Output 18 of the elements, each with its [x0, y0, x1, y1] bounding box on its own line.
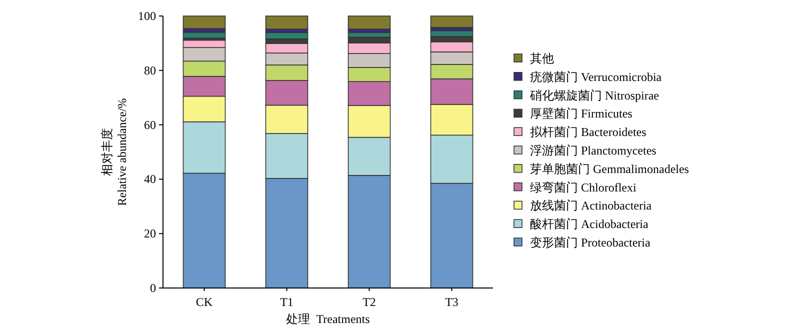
bar — [348, 16, 391, 30]
bar — [265, 16, 308, 30]
y-tick-label: 80 — [144, 63, 156, 78]
legend-label: 其他 — [530, 52, 554, 66]
bar — [430, 16, 474, 28]
y-tick-label: 60 — [144, 118, 156, 132]
x-axis-title: 处理 Treatments — [286, 312, 370, 326]
y-tick-label: 20 — [144, 226, 156, 241]
y-tick-label: 0 — [150, 281, 156, 295]
bar — [182, 16, 226, 29]
x-tick-label: T3 — [445, 295, 458, 309]
bar — [182, 32, 226, 38]
y-tick-label: 100 — [138, 9, 156, 23]
x-tick-label: CK — [196, 295, 213, 309]
x-tick-label: T2 — [362, 295, 376, 309]
y-axis-title: 相对丰度 Relative abundance/% — [100, 98, 129, 206]
x-tick-label: T1 — [280, 295, 294, 309]
y-tick-label: 40 — [144, 172, 156, 186]
